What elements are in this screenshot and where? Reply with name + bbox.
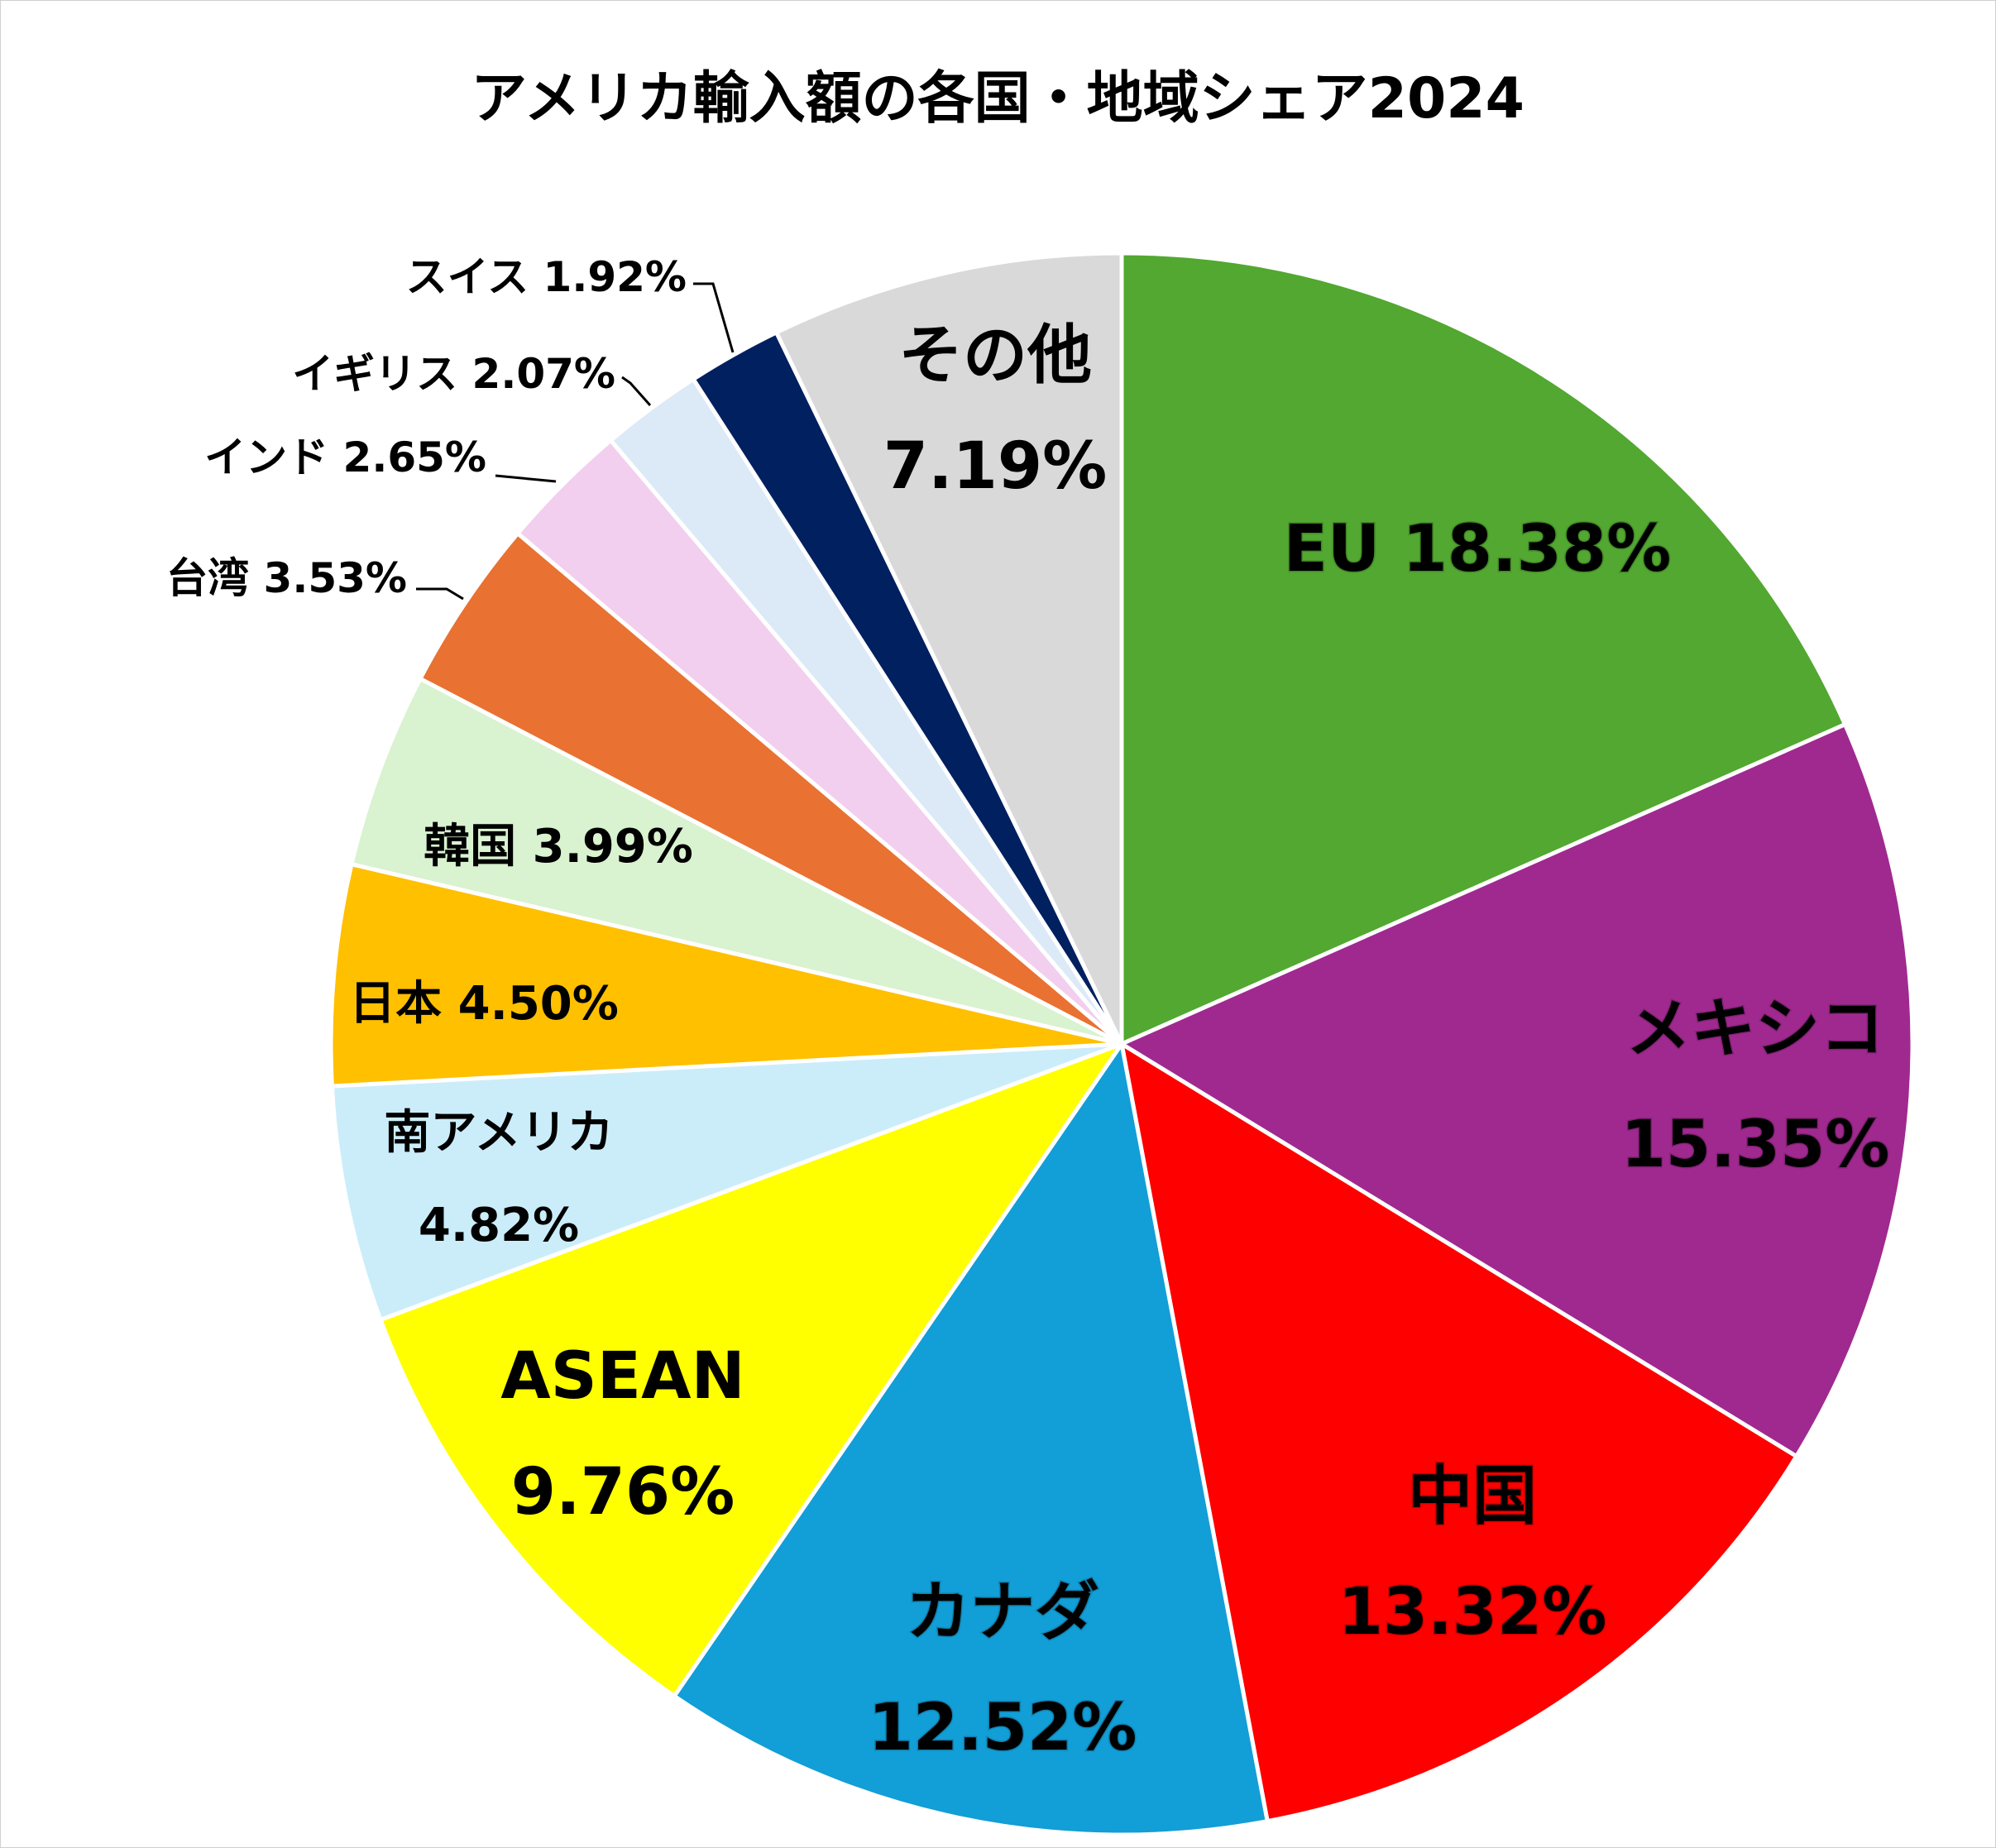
slice-8-wedge [418,531,1124,1046]
slice-1-value-label: 15.35% [1621,1108,1890,1182]
slice-6-wedge [328,862,1124,1089]
slice-8-label: 台湾 3.53% [166,554,407,602]
slice-4-name-label: ASEAN [500,1339,744,1414]
slice-labels: EU 18.38% メキシコ 15.35% 中国 13.32% カナダ 12.52% ASEA… [166,253,1891,1767]
slice-11-label: スイス 1.92% [406,253,687,301]
slice-3-value-label: 12.52% [869,1691,1137,1765]
chart-title: アメリカ輸入額の各国・地域シェア2024 [471,66,1525,132]
slice-6-label: 日本 4.50% [349,977,619,1031]
slice-0-wedge [1119,251,1847,1046]
slice-9-label: インド 2.65% [204,433,486,481]
pie-slices [328,251,1915,1837]
slice-3-name-label: カナダ [906,1575,1099,1649]
leader-lines [416,282,735,601]
slice-9-leader-line [495,474,557,483]
slice-7-wedge [349,677,1124,1046]
slice-7-label: 韓国 3.99% [424,820,693,874]
slice-1-wedge [1119,722,1915,1458]
slice-10-label: イギリス 2.07% [292,350,615,398]
slice-5-wedge [329,1041,1124,1322]
slice-11-leader-line [693,282,735,353]
slice-1-name-label: メキシコ [1626,992,1884,1066]
slice-12-value-label: 7.19% [883,429,1108,504]
slice-2-value-label: 13.32% [1338,1575,1607,1649]
slice-4-wedge [378,1041,1124,1698]
slice-12-wedge [774,251,1124,1046]
slice-0-label: EU 18.38% [1284,512,1672,586]
slice-4-value-label: 9.76% [511,1455,735,1530]
slice-2-wedge [1119,1041,1799,1824]
slice-12-name-label: その他 [898,318,1092,393]
slice-10-leader-line [621,376,652,406]
slice-5-name-label: 南アメリカ [384,1106,613,1160]
slice-8-leader-line [416,587,464,601]
slice-3-wedge [672,1041,1270,1837]
slice-5-value-label: 4.82% [419,1199,579,1252]
slice-2-name-label: 中国 [1408,1459,1537,1534]
